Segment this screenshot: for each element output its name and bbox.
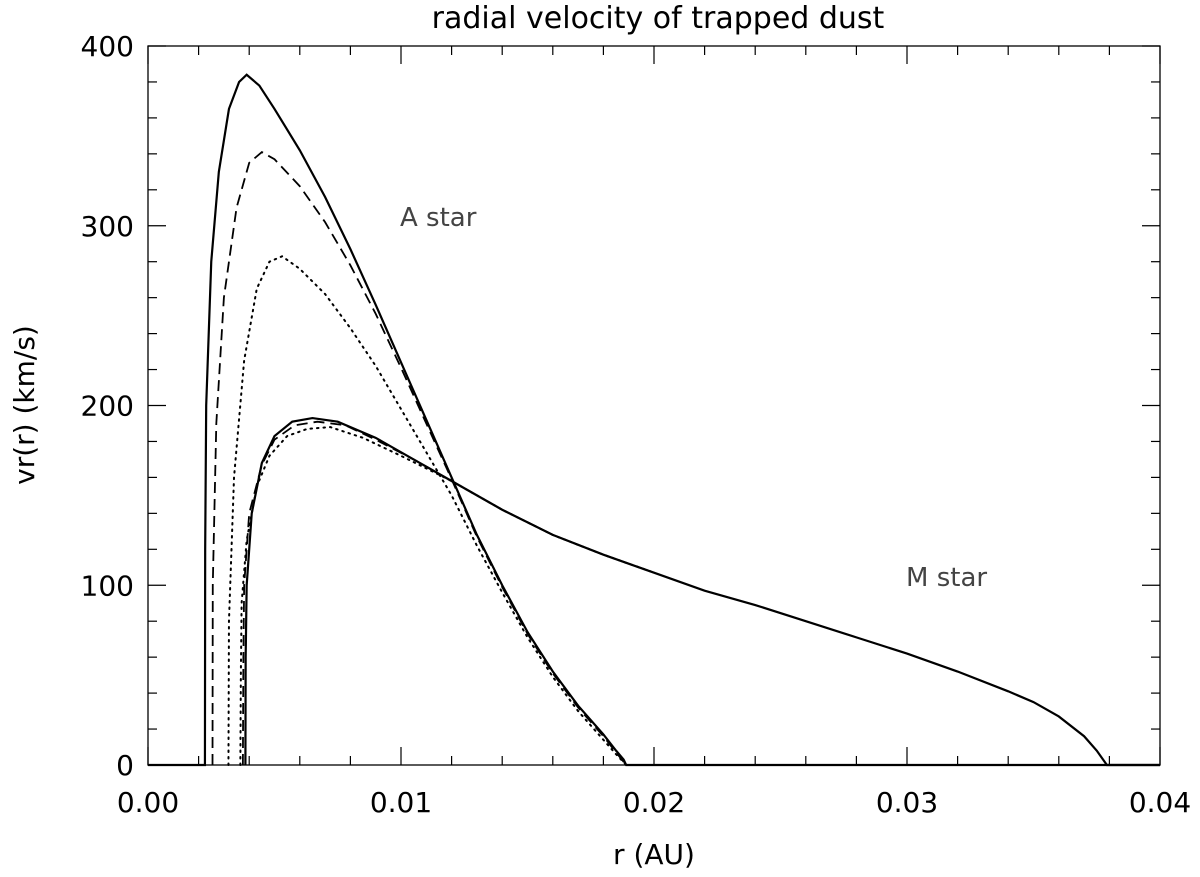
x-tick-label: 0.00 bbox=[117, 786, 179, 819]
ticks bbox=[147, 45, 1161, 766]
curves bbox=[148, 73, 1160, 767]
series-line-1-solid bbox=[148, 73, 1160, 767]
y-tick-label: 100 bbox=[81, 569, 134, 602]
series-line-3-dotted bbox=[227, 255, 628, 766]
annotation-m-star: M star bbox=[906, 563, 987, 593]
x-tick-label: 0.02 bbox=[623, 786, 685, 819]
y-tick-label: 200 bbox=[81, 390, 134, 423]
series-line-2-dashed bbox=[211, 150, 627, 766]
x-tick-label: 0.03 bbox=[876, 786, 938, 819]
annotation-a-star: A star bbox=[400, 203, 477, 233]
y-tick-label: 0 bbox=[116, 749, 134, 782]
x-axis-label: r (AU) bbox=[613, 838, 695, 871]
tick-labels: 0.00 0.01 0.02 0.03 0.04 0 100 200 300 400 bbox=[81, 30, 1192, 819]
y-tick-label: 300 bbox=[81, 210, 134, 243]
y-axis-label: vr(r) (km/s) bbox=[8, 325, 41, 485]
chart-title: radial velocity of trapped dust bbox=[432, 1, 885, 36]
y-tick-label: 400 bbox=[81, 30, 134, 63]
series-line-6-dotted bbox=[239, 426, 655, 766]
x-tick-label: 0.04 bbox=[1129, 786, 1191, 819]
series-line-5-dashed bbox=[241, 420, 655, 766]
x-tick-label: 0.01 bbox=[370, 786, 432, 819]
series-line-4-solid bbox=[244, 416, 1160, 767]
plot-frame bbox=[147, 45, 1161, 766]
